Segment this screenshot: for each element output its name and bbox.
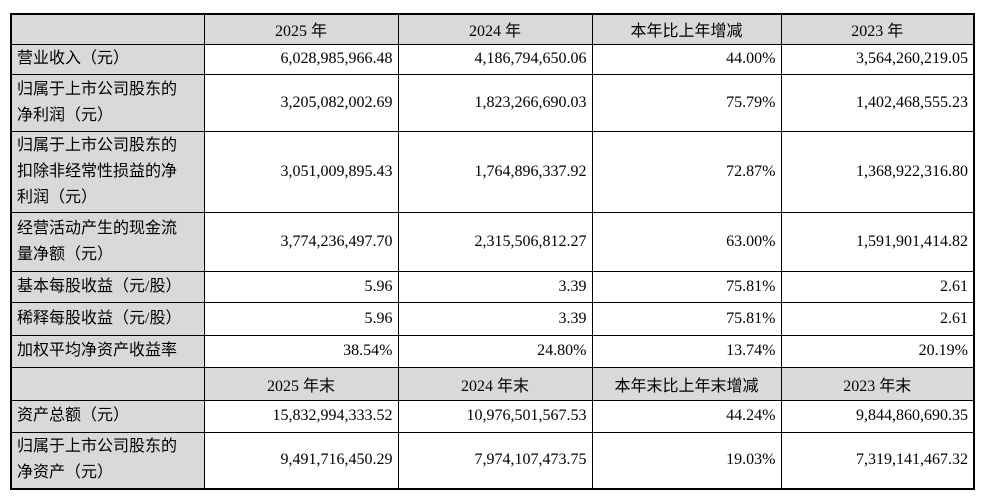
- column-header-2023-end: 2023 年末: [780, 366, 975, 401]
- header-empty-cell: [10, 13, 205, 45]
- value-cell: 1,591,901,414.82: [780, 211, 975, 272]
- value-cell: 5.96: [203, 301, 399, 336]
- table-row-net-profit: 归属于上市公司股东的 净利润（元） 3,205,082,002.69 1,823…: [10, 73, 975, 132]
- row-label: 营业收入（元）: [10, 43, 205, 75]
- value-cell: 3,051,009,895.43: [203, 130, 399, 213]
- value-cell: 3.39: [397, 270, 593, 303]
- financial-summary-table: 2025 年 2024 年 本年比上年增减 2023 年 营业收入（元） 6,0…: [10, 13, 975, 490]
- column-header-2025-end: 2025 年末: [203, 366, 399, 401]
- value-cell: 13.74%: [591, 334, 782, 368]
- value-cell: 5.96: [203, 270, 399, 303]
- value-cell: 19.03%: [591, 431, 782, 490]
- column-header-end-yoy-change: 本年末比上年末增减: [591, 366, 782, 401]
- column-header-2024: 2024 年: [397, 13, 593, 45]
- column-header-2023: 2023 年: [780, 13, 975, 45]
- value-cell: 3.39: [397, 301, 593, 336]
- row-label: 基本每股收益（元/股）: [10, 270, 205, 303]
- value-cell: 63.00%: [591, 211, 782, 272]
- table-row-revenue: 营业收入（元） 6,028,985,966.48 4,186,794,650.0…: [10, 43, 975, 75]
- value-cell: 9,491,716,450.29: [203, 431, 399, 490]
- value-cell: 1,764,896,337.92: [397, 130, 593, 213]
- column-header-2024-end: 2024 年末: [397, 366, 593, 401]
- value-cell: 2.61: [780, 270, 975, 303]
- value-cell: 1,402,468,555.23: [780, 73, 975, 132]
- value-cell: 4,186,794,650.06: [397, 43, 593, 75]
- row-label: 归属于上市公司股东的 扣除非经常性损益的净 利润（元）: [10, 130, 205, 213]
- value-cell: 10,976,501,567.53: [397, 399, 593, 433]
- value-cell: 75.81%: [591, 301, 782, 336]
- table-row-net-assets: 归属于上市公司股东的 净资产（元） 9,491,716,450.29 7,974…: [10, 431, 975, 490]
- value-cell: 75.79%: [591, 73, 782, 132]
- value-cell: 9,844,860,690.35: [780, 399, 975, 433]
- table-header-row-current: 2025 年 2024 年 本年比上年增减 2023 年: [10, 13, 975, 45]
- value-cell: 2.61: [780, 301, 975, 336]
- table-row-diluted-eps: 稀释每股收益（元/股） 5.96 3.39 75.81% 2.61: [10, 301, 975, 336]
- table-header-row-period-end: 2025 年末 2024 年末 本年末比上年末增减 2023 年末: [10, 366, 975, 401]
- table-row-basic-eps: 基本每股收益（元/股） 5.96 3.39 75.81% 2.61: [10, 270, 975, 303]
- header-empty-cell: [10, 366, 205, 401]
- table-row-operating-cash-flow: 经营活动产生的现金流 量净额（元） 3,774,236,497.70 2,315…: [10, 211, 975, 272]
- value-cell: 7,319,141,467.32: [780, 431, 975, 490]
- value-cell: 3,205,082,002.69: [203, 73, 399, 132]
- row-label: 稀释每股收益（元/股）: [10, 301, 205, 336]
- value-cell: 6,028,985,966.48: [203, 43, 399, 75]
- value-cell: 20.19%: [780, 334, 975, 368]
- table-row-total-assets: 资产总额（元） 15,832,994,333.52 10,976,501,567…: [10, 399, 975, 433]
- value-cell: 75.81%: [591, 270, 782, 303]
- value-cell: 38.54%: [203, 334, 399, 368]
- value-cell: 7,974,107,473.75: [397, 431, 593, 490]
- column-header-yoy-change: 本年比上年增减: [591, 13, 782, 45]
- value-cell: 2,315,506,812.27: [397, 211, 593, 272]
- row-label: 加权平均净资产收益率: [10, 334, 205, 368]
- table-row-weighted-avg-roe: 加权平均净资产收益率 38.54% 24.80% 13.74% 20.19%: [10, 334, 975, 368]
- value-cell: 1,368,922,316.80: [780, 130, 975, 213]
- row-label: 归属于上市公司股东的 净资产（元）: [10, 431, 205, 490]
- value-cell: 1,823,266,690.03: [397, 73, 593, 132]
- table-row-net-profit-excl-nonrecurring: 归属于上市公司股东的 扣除非经常性损益的净 利润（元） 3,051,009,89…: [10, 130, 975, 213]
- value-cell: 44.00%: [591, 43, 782, 75]
- value-cell: 44.24%: [591, 399, 782, 433]
- value-cell: 15,832,994,333.52: [203, 399, 399, 433]
- value-cell: 24.80%: [397, 334, 593, 368]
- value-cell: 3,564,260,219.05: [780, 43, 975, 75]
- value-cell: 3,774,236,497.70: [203, 211, 399, 272]
- row-label: 归属于上市公司股东的 净利润（元）: [10, 73, 205, 132]
- value-cell: 72.87%: [591, 130, 782, 213]
- row-label: 经营活动产生的现金流 量净额（元）: [10, 211, 205, 272]
- column-header-2025: 2025 年: [203, 13, 399, 45]
- row-label: 资产总额（元）: [10, 399, 205, 433]
